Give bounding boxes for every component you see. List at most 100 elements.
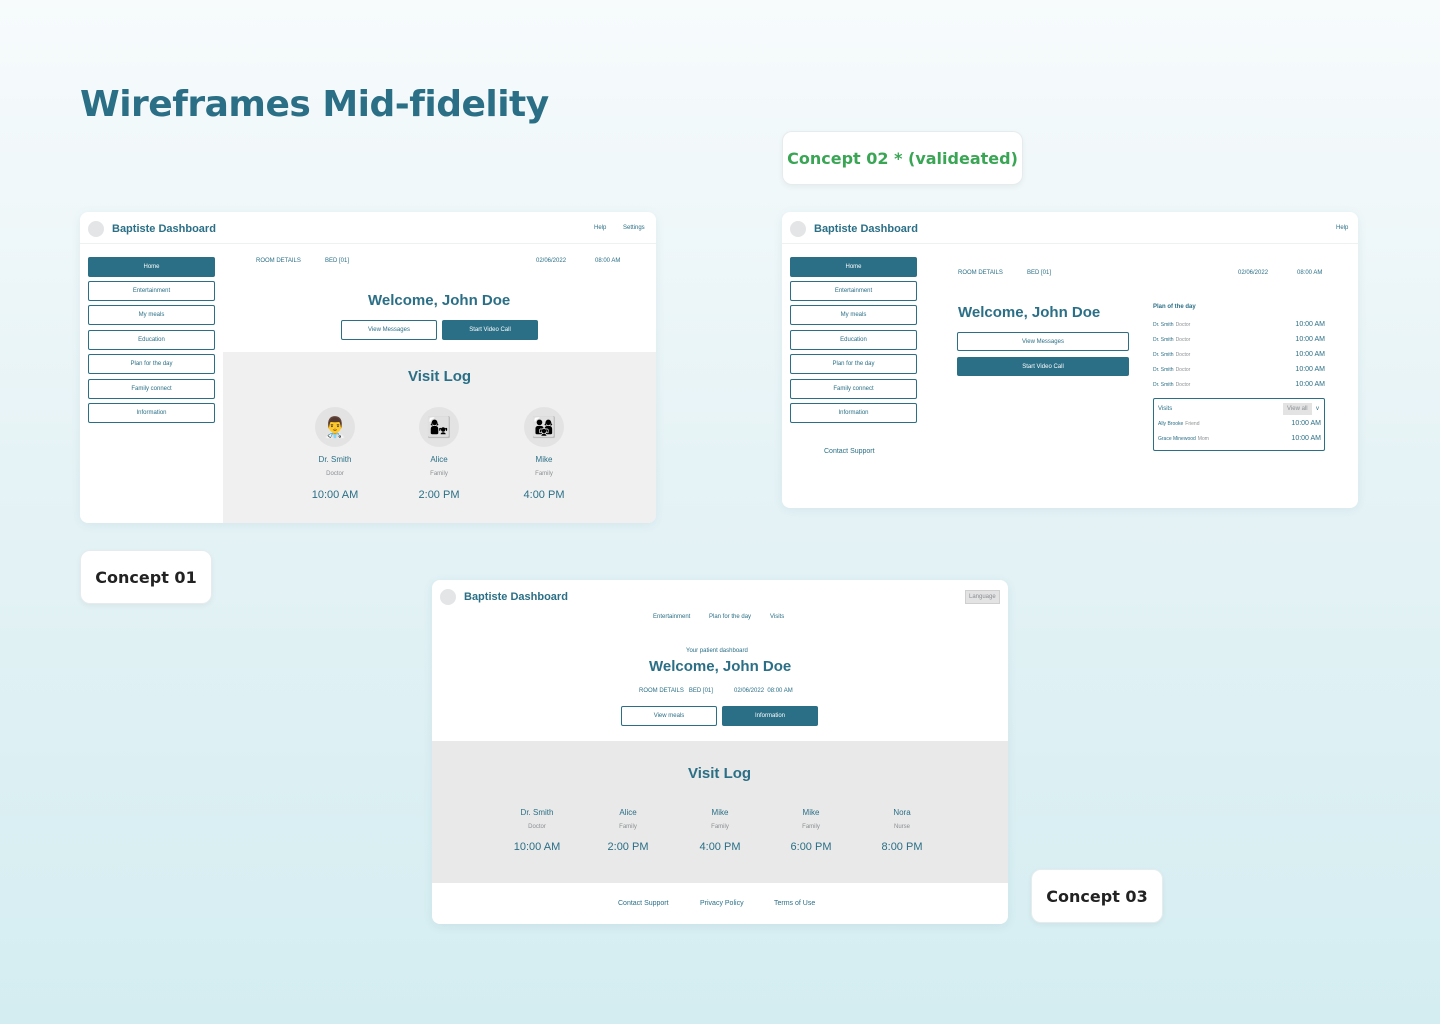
date-label: 02/06/2022 (536, 258, 567, 264)
time-label: 08:00 AM (1297, 270, 1323, 276)
dashboard-subtitle: Your patient dashboard (686, 648, 748, 654)
doctor-icon: 👨‍⚕️ (315, 407, 355, 447)
sidebar-item-family-connect[interactable]: Family connect (88, 379, 215, 399)
visit-row-name: Ally Brooke Friend (1158, 421, 1200, 427)
footer-contact-support[interactable]: Contact Support (618, 900, 669, 907)
logo-icon (440, 589, 456, 605)
sidebar-item-information[interactable]: Information (790, 403, 917, 423)
information-button[interactable]: Information (722, 706, 818, 726)
footer-privacy-policy[interactable]: Privacy Policy (700, 900, 744, 907)
welcome-heading: Welcome, John Doe (649, 658, 792, 675)
visitor-role: Nurse (893, 824, 910, 830)
visit-row-name: Grace Minewood Mom (1158, 436, 1209, 442)
room-details-label: ROOM DETAILS BED [01] (639, 688, 713, 694)
concept-02-tag: Concept 02 * (valideated) (782, 131, 1023, 185)
visit-log-panel: Visit Log 👨‍⚕️ Dr. Smith Doctor 10:00 AM… (223, 352, 656, 523)
visit-time: 10:00 AM (311, 489, 359, 501)
visit-time: 2:00 PM (418, 489, 460, 501)
footer-terms-of-use[interactable]: Terms of Use (774, 900, 816, 907)
sidebar-item-my-meals[interactable]: My meals (88, 305, 215, 325)
brand-title: Baptiste Dashboard (464, 591, 568, 603)
plan-row-time: 10:00 AM (1295, 351, 1325, 358)
visitor-role: Family (535, 471, 553, 477)
sidebar-item-my-meals[interactable]: My meals (790, 305, 917, 325)
sidebar-item-home[interactable]: Home (88, 257, 215, 277)
visitor-name: Dr. Smith (520, 808, 554, 817)
date-time-label: 02/06/2022 08:00 AM (734, 688, 793, 694)
visit-row-time: 10:00 AM (1291, 435, 1321, 442)
contact-support-link[interactable]: Contact Support (824, 448, 875, 455)
concept-03-tag: Concept 03 (1031, 869, 1163, 923)
start-video-call-button[interactable]: Start Video Call (442, 320, 538, 340)
visitor-role: Family (619, 824, 637, 830)
plan-row-name: Dr. Smith Doctor (1153, 367, 1191, 373)
view-messages-button[interactable]: View Messages (341, 320, 437, 340)
logo-icon (790, 221, 806, 237)
welcome-heading: Welcome, John Doe (958, 304, 1101, 321)
family-member-icon: 👩‍👧 (419, 407, 459, 447)
visits-box: Visits View all v Ally Brooke Friend 10:0… (1153, 398, 1325, 451)
sidebar-item-entertainment[interactable]: Entertainment (790, 281, 917, 301)
visitor-name: Dr. Smith (318, 455, 352, 464)
visit-time: 6:00 PM (790, 841, 832, 853)
nav-help[interactable]: Help (1336, 225, 1349, 231)
plan-row-time: 10:00 AM (1295, 381, 1325, 388)
room-details-label: ROOM DETAILS (958, 270, 1003, 276)
sidebar-item-information[interactable]: Information (88, 403, 215, 423)
language-button[interactable]: Language (965, 590, 1000, 604)
sidebar-item-plan[interactable]: Plan for the day (790, 354, 917, 374)
view-messages-button[interactable]: View Messages (957, 332, 1129, 351)
welcome-heading: Welcome, John Doe (368, 292, 511, 309)
visitor-role: Family (430, 471, 448, 477)
view-meals-button[interactable]: View meals (621, 706, 717, 726)
concept-01-wireframe: Baptiste Dashboard Help Settings Home En… (80, 212, 656, 523)
plan-row-time: 10:00 AM (1295, 336, 1325, 343)
brand-title: Baptiste Dashboard (814, 223, 918, 235)
visitor-name: Mike (802, 808, 820, 817)
concept-03-wireframe: Baptiste Dashboard Language Entertainmen… (432, 580, 1008, 924)
header: Baptiste Dashboard Help Settings (80, 212, 656, 244)
view-all-button[interactable]: View all (1283, 403, 1312, 415)
visitor-name: Mike (711, 808, 729, 817)
sidebar-item-entertainment[interactable]: Entertainment (88, 281, 215, 301)
plan-row-name: Dr. Smith Doctor (1153, 337, 1191, 343)
nav-help[interactable]: Help (594, 225, 607, 231)
visit-log-title: Visit Log (688, 765, 752, 782)
header: Baptiste Dashboard Help (782, 212, 1358, 244)
visit-log-title: Visit Log (408, 368, 472, 385)
visitor-role: Family (711, 824, 729, 830)
brand-title: Baptiste Dashboard (112, 223, 216, 235)
visit-time: 2:00 PM (607, 841, 649, 853)
visitor-name: Nora (893, 808, 911, 817)
nav-entertainment[interactable]: Entertainment (653, 614, 691, 620)
visit-time: 4:00 PM (523, 489, 565, 501)
bed-label: BED [01] (1027, 270, 1052, 276)
date-label: 02/06/2022 (1238, 270, 1269, 276)
chevron-down-icon[interactable]: v (1316, 406, 1319, 412)
visit-time: 4:00 PM (699, 841, 741, 853)
logo-icon (88, 221, 104, 237)
concept-02-wireframe: Baptiste Dashboard Help Home Entertainme… (782, 212, 1358, 508)
nav-plan[interactable]: Plan for the day (709, 614, 752, 620)
nav-visits[interactable]: Visits (770, 614, 785, 620)
plan-row-time: 10:00 AM (1295, 366, 1325, 373)
plan-row-name: Dr. Smith Doctor (1153, 382, 1191, 388)
sidebar-item-education[interactable]: Education (790, 330, 917, 350)
sidebar-item-plan[interactable]: Plan for the day (88, 354, 215, 374)
header: Baptiste Dashboard Language (432, 580, 1008, 612)
room-details-label: ROOM DETAILS (256, 258, 301, 264)
visit-row-time: 10:00 AM (1291, 420, 1321, 427)
plan-row-time: 10:00 AM (1295, 321, 1325, 328)
sidebar-item-home[interactable]: Home (790, 257, 917, 277)
sidebar-item-education[interactable]: Education (88, 330, 215, 350)
visitor-name: Mike (535, 455, 553, 464)
visit-time: 8:00 PM (881, 841, 923, 853)
nav-settings[interactable]: Settings (623, 225, 645, 231)
visitor-name: Alice (430, 455, 448, 464)
start-video-call-button[interactable]: Start Video Call (957, 357, 1129, 376)
visitor-role: Doctor (326, 471, 344, 477)
sidebar-item-family-connect[interactable]: Family connect (790, 379, 917, 399)
visit-log-panel: Visit Log Dr. Smith Doctor 10:00 AM Alic… (432, 741, 1008, 883)
family-group-icon: 👨‍👩‍👧 (524, 407, 564, 447)
plan-row-name: Dr. Smith Doctor (1153, 322, 1191, 328)
